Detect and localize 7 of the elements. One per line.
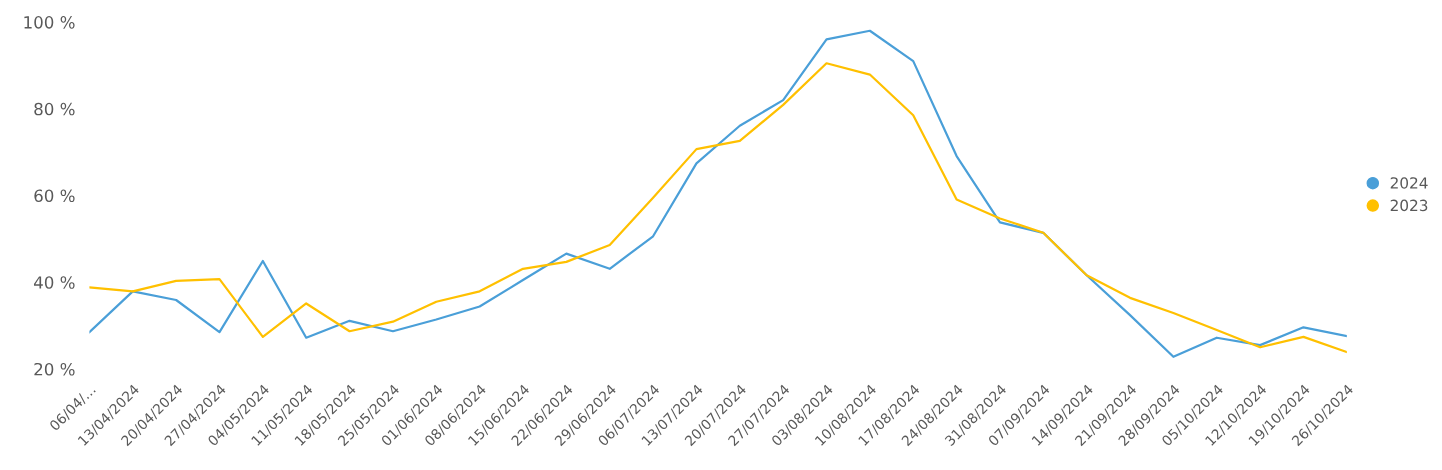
y-tick-label: 40 %	[33, 276, 75, 289]
y-tick-label: 20 %	[34, 362, 75, 376]
y-tick-label: 60 %	[34, 189, 75, 203]
y-tick-label: 100 %	[24, 16, 75, 29]
legend-label: 2023	[1390, 199, 1428, 212]
legend-label: 2024	[1390, 177, 1428, 189]
y-tick-label: 80 %	[34, 102, 75, 116]
